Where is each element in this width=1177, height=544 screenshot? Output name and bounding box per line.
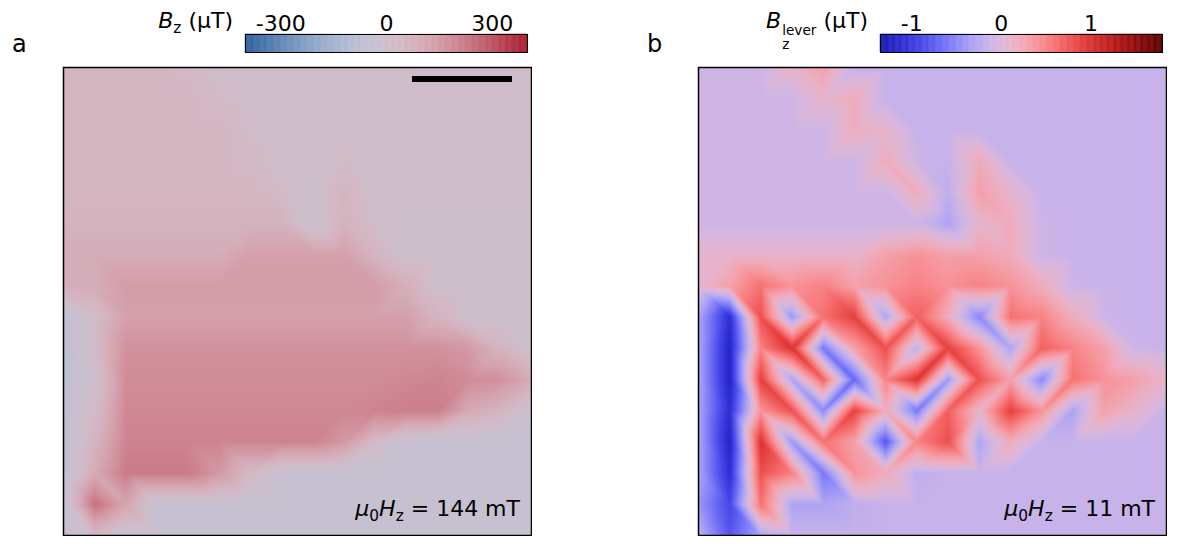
html-text:μ0Hz= 144 mT: μ0Hz= 144 mT: [355, 496, 520, 525]
svg-text:0: 0: [380, 11, 394, 36]
svg-text:-300: -300: [256, 11, 306, 36]
svg-text:-1: -1: [901, 11, 923, 36]
svg-text:300: 300: [471, 11, 513, 36]
svg-text:1: 1: [1084, 11, 1098, 36]
svg-text:0: 0: [994, 11, 1008, 36]
html-text:a: a: [12, 30, 27, 58]
html-text:Bz(μT): Bz(μT): [158, 8, 233, 37]
html-text:b: b: [647, 30, 663, 58]
html-text:(μT): (μT): [816, 8, 868, 33]
html-text:μ0Hz= 11 mT: μ0Hz= 11 mT: [1004, 496, 1155, 525]
html-text:Blever: Blever: [766, 8, 817, 38]
html-text:z: z: [782, 36, 790, 53]
